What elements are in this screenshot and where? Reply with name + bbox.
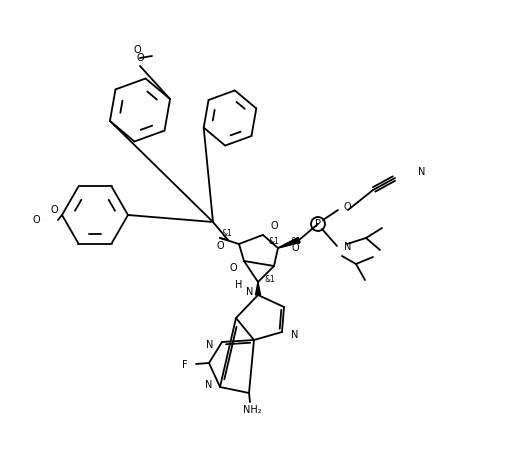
Text: O: O xyxy=(50,205,58,215)
Text: O: O xyxy=(229,263,237,273)
Text: &1: &1 xyxy=(269,237,279,245)
Text: O: O xyxy=(32,215,40,225)
Text: NH₂: NH₂ xyxy=(243,405,261,415)
Text: O: O xyxy=(216,241,224,251)
Text: H: H xyxy=(235,280,242,290)
Polygon shape xyxy=(256,282,261,295)
Text: &1: &1 xyxy=(265,274,275,284)
Text: N: N xyxy=(418,167,425,177)
Text: N: N xyxy=(206,340,213,350)
Text: N: N xyxy=(291,330,298,340)
Polygon shape xyxy=(278,237,300,248)
Text: N: N xyxy=(245,287,253,297)
Text: O: O xyxy=(291,243,299,253)
Polygon shape xyxy=(278,237,300,248)
Text: O: O xyxy=(136,53,144,63)
Text: N: N xyxy=(205,380,212,390)
Text: O: O xyxy=(133,45,141,55)
Text: N: N xyxy=(344,242,351,252)
Text: P: P xyxy=(315,219,321,229)
Text: O: O xyxy=(270,221,278,231)
Text: &1: &1 xyxy=(290,237,301,247)
Text: F: F xyxy=(182,360,188,370)
Text: O: O xyxy=(344,202,351,212)
Text: &1: &1 xyxy=(222,230,232,238)
